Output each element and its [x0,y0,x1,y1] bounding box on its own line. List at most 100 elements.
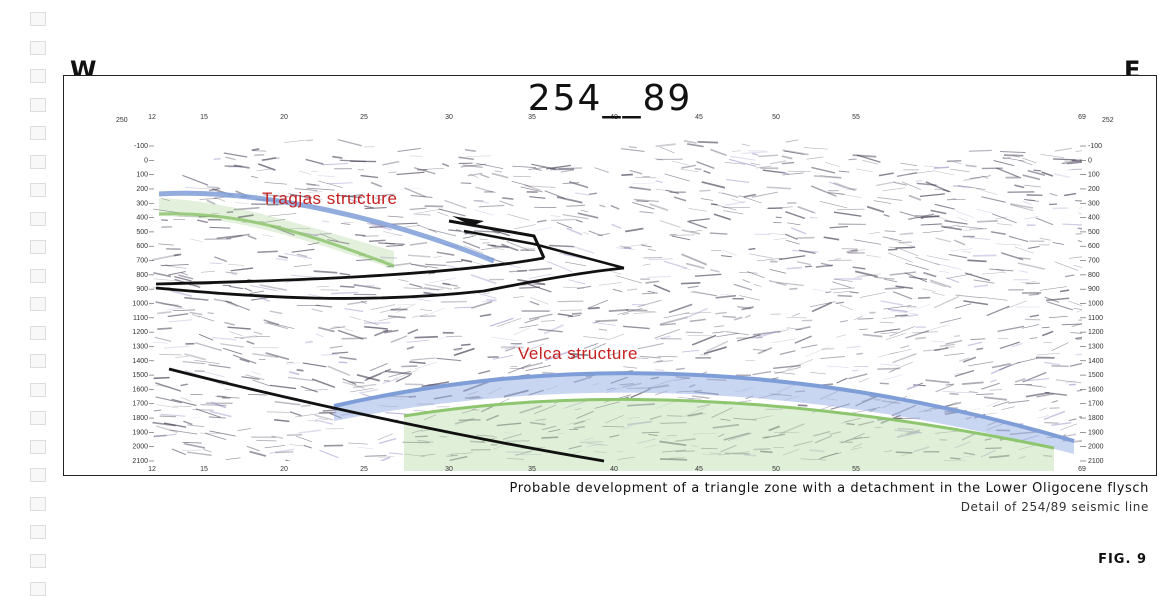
reflection-stroke [887,252,913,263]
reflection-stroke [1036,352,1061,356]
reflection-stroke [588,192,597,196]
reflection-stroke [849,291,859,294]
binder-ring [30,553,46,568]
reflection-stroke [783,150,805,155]
reflection-stroke [388,315,406,319]
reflection-stroke [965,164,977,168]
reflection-stroke [253,331,263,335]
left-depth-label: 1900 [132,429,148,436]
reflection-stroke [859,328,868,331]
reflection-stroke [699,189,711,192]
reflection-stroke [922,230,944,234]
reflection-stroke [942,189,951,193]
reflection-stroke [249,290,265,295]
reflection-stroke [181,272,189,276]
reflection-stroke [155,396,182,404]
reflection-stroke [829,431,842,436]
reflection-stroke [311,378,336,389]
reflection-stroke [198,333,214,341]
reflection-stroke [302,362,327,368]
reflection-stroke [681,349,700,353]
reflection-stroke [184,442,206,449]
right-depth-label: 700 [1088,258,1100,265]
reflection-stroke [763,433,786,439]
reflection-stroke [794,335,812,344]
reflection-stroke [174,275,192,282]
reflection-stroke [1068,300,1082,307]
reflection-stroke [363,205,374,209]
reflection-stroke [923,348,941,352]
reflection-stroke [659,322,677,326]
reflection-stroke [889,326,915,337]
reflection-stroke [502,433,522,440]
reflection-stroke [156,425,178,433]
reflection-stroke [591,321,616,326]
reflection-stroke [685,307,708,319]
reflection-stroke [164,345,190,349]
reflection-stroke [1073,439,1082,443]
reflection-stroke [1022,200,1032,205]
reflection-stroke [462,164,483,169]
binder-ring [30,525,46,539]
reflection-stroke [786,327,802,331]
binder-ring [30,12,46,26]
reflection-stroke [225,156,236,161]
reflection-stroke [741,151,769,154]
reflection-stroke [380,307,401,313]
reflection-stroke [710,203,718,206]
reflection-stroke [322,220,330,223]
right-depth-label: 1200 [1088,329,1104,336]
reflection-stroke [499,200,514,207]
reflection-stroke [513,296,524,298]
reflection-stroke [184,353,207,361]
reflection-stroke [897,427,915,431]
reflection-stroke [378,433,393,441]
right-depth-label: 300 [1088,200,1100,207]
reflection-stroke [939,317,962,324]
reflection-stroke [378,316,398,322]
reflection-stroke [330,326,346,329]
reflection-stroke [823,236,840,241]
reflection-stroke [692,290,717,297]
reflection-stroke [760,450,773,454]
reflection-stroke [683,406,707,418]
reflection-stroke [915,336,927,340]
reflection-stroke [259,284,288,291]
reflection-stroke [486,298,497,302]
reflection-stroke [460,258,473,263]
reflection-stroke [374,329,389,337]
reflection-stroke [623,325,650,330]
reflection-stroke [752,330,781,336]
reflection-stroke [300,385,318,393]
reflection-stroke [1014,184,1025,189]
reflection-stroke [629,169,643,175]
reflection-stroke [882,187,905,192]
left-depth-label: 1200 [132,329,148,336]
reflection-stroke [637,299,662,308]
reflection-stroke [382,378,399,384]
reflection-stroke [511,180,532,187]
reflection-stroke [1065,380,1076,384]
reflection-stroke [821,348,835,350]
reflection-stroke [689,318,706,323]
reflection-stroke [621,243,648,248]
reflection-stroke [1018,159,1033,166]
reflection-stroke [945,339,963,345]
reflection-stroke [968,149,992,152]
reflection-stroke [598,328,608,331]
reflection-stroke [524,317,540,324]
reflection-stroke [800,344,818,349]
reflection-stroke [191,416,201,419]
reflection-stroke [182,442,202,444]
reflection-stroke [874,276,895,280]
reflection-stroke [892,353,917,364]
reflection-stroke [241,376,260,380]
right-depth-label: 1000 [1088,301,1104,308]
reflection-stroke [412,313,429,318]
top-tick-label: 50 [772,114,780,121]
reflection-stroke [1033,169,1041,172]
reflection-stroke [464,148,476,152]
reflection-stroke [314,232,332,236]
reflection-stroke [691,334,717,346]
reflection-stroke [786,239,800,245]
